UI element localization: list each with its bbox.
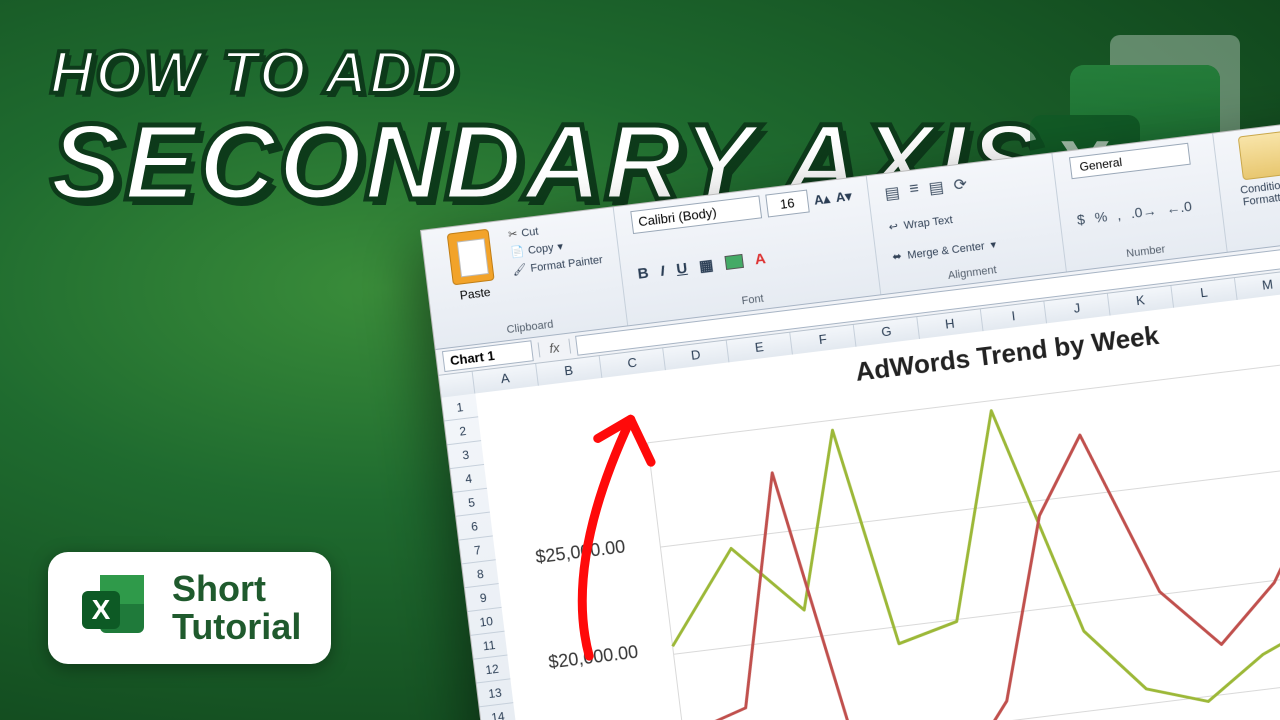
align-middle-button[interactable]: ≡: [908, 180, 920, 201]
percent-button[interactable]: %: [1094, 208, 1108, 225]
ribbon-group-number: General $ % , .0→ ←.0 Number: [1053, 134, 1228, 272]
paste-icon: [447, 229, 495, 286]
wrap-icon: ↩: [888, 220, 899, 234]
grow-font-button[interactable]: A▴: [813, 190, 831, 208]
scissors-icon: ✂: [507, 225, 518, 244]
cond-fmt-icon: [1237, 131, 1280, 181]
chart-series-green[interactable]: [649, 360, 1280, 720]
fill-color-button[interactable]: [724, 254, 744, 270]
excel-icon: X: [78, 571, 152, 645]
number-format-select[interactable]: General: [1069, 143, 1191, 179]
ribbon-group-alignment: ▤ ≡ ▤ ⟳ ↩Wrap Text ⬌Merge & Center ▾ Ali…: [866, 153, 1067, 294]
comma-button[interactable]: ,: [1116, 206, 1122, 222]
border-button[interactable]: ▦: [698, 256, 714, 276]
align-top-button[interactable]: ▤: [883, 182, 900, 204]
italic-button[interactable]: I: [659, 262, 665, 279]
brush-icon: 🖌: [512, 260, 528, 280]
copy-icon: 📄: [509, 243, 525, 263]
currency-button[interactable]: $: [1076, 210, 1086, 227]
paste-button[interactable]: Paste: [438, 228, 506, 305]
styles-group-label: Styles: [1242, 207, 1280, 245]
headline-line-1: HOW TO ADD: [50, 38, 1042, 107]
row-header[interactable]: 14: [480, 703, 517, 720]
wrap-text-button[interactable]: ↩Wrap Text: [888, 202, 1043, 234]
underline-button[interactable]: U: [675, 259, 688, 277]
orientation-button[interactable]: ⟳: [953, 174, 969, 195]
conditional-formatting-button[interactable]: Conditional Formatting: [1230, 130, 1280, 209]
merge-center-button[interactable]: ⬌Merge & Center ▾: [892, 232, 1047, 264]
tutorial-badge: X Short Tutorial: [48, 552, 331, 664]
badge-line-1: Short: [172, 570, 301, 608]
ribbon-group-clipboard: Paste ✂Cut 📄Copy ▾ 🖌Format Painter Clipb…: [421, 207, 628, 349]
increase-decimal-button[interactable]: .0→: [1130, 202, 1157, 221]
font-size-select[interactable]: 16: [765, 190, 809, 218]
fx-label: fx: [538, 339, 572, 358]
svg-text:X: X: [92, 594, 111, 625]
font-name-select[interactable]: Calibri (Body): [630, 195, 762, 234]
font-color-button[interactable]: A: [754, 250, 767, 268]
decrease-decimal-button[interactable]: ←.0: [1165, 197, 1192, 216]
badge-text: Short Tutorial: [172, 570, 301, 646]
bold-button[interactable]: B: [637, 264, 650, 282]
merge-icon: ⬌: [892, 250, 903, 264]
badge-line-2: Tutorial: [172, 608, 301, 646]
shrink-font-button[interactable]: A▾: [835, 188, 853, 206]
align-bottom-button[interactable]: ▤: [928, 177, 945, 199]
line-chart: [512, 337, 1280, 720]
